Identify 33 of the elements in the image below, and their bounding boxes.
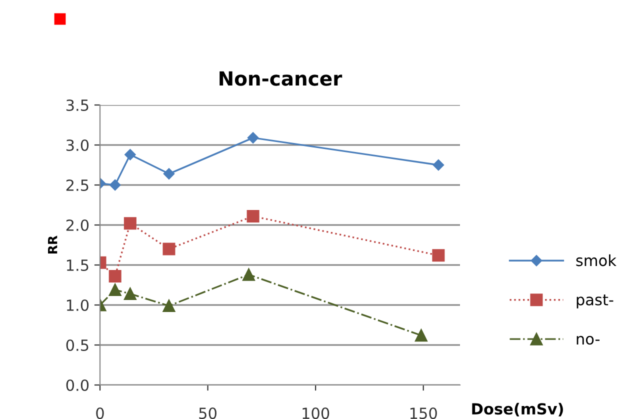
point	[108, 284, 122, 296]
x-tick-label: 50	[199, 407, 216, 419]
x-axis-title: Dose(mSv)	[472, 402, 563, 416]
point	[247, 132, 259, 144]
y-tick-label: 1.0	[66, 299, 89, 312]
y-tick-label: 3.5	[66, 99, 88, 112]
y-tick-label: 2.0	[66, 219, 89, 232]
y-tick-label: 1.5	[66, 260, 88, 272]
point	[162, 242, 176, 256]
point	[124, 288, 136, 300]
y-tick-label: 2.5	[66, 179, 88, 192]
x-tick-label: 150	[410, 407, 437, 419]
legend-label: no-	[576, 336, 600, 345]
legend-label: past-	[576, 294, 614, 308]
y-axis-title: RR	[48, 236, 58, 254]
point	[163, 168, 175, 180]
y-tick-label: 0.0	[66, 379, 89, 392]
point	[162, 300, 176, 312]
point	[124, 217, 136, 230]
point	[246, 210, 260, 222]
y-tick-label: 0.5	[66, 339, 88, 352]
x-tick-label: 100	[302, 407, 330, 419]
point	[414, 329, 428, 342]
point	[109, 179, 121, 191]
point	[242, 268, 255, 281]
point	[124, 148, 136, 160]
x-tick-label: 0	[96, 407, 104, 419]
point	[432, 249, 445, 262]
y-tick-label: 3.0	[66, 139, 89, 152]
point	[108, 270, 122, 282]
legend-label: smok	[576, 254, 616, 266]
chart-title: Non-cancer	[220, 71, 342, 86]
point	[432, 159, 444, 171]
